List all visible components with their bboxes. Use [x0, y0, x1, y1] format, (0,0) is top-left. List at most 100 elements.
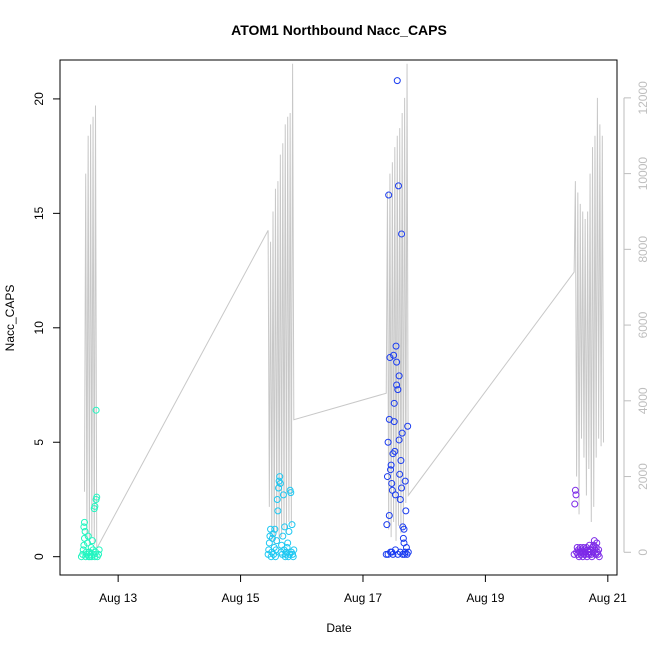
data-point: [281, 523, 289, 531]
data-point: [95, 546, 103, 554]
data-point: [390, 399, 398, 407]
data-point: [387, 466, 395, 474]
data-point: [391, 447, 399, 455]
y-right-tick-label: 12000: [636, 81, 650, 115]
y-left-tick-label: 15: [32, 206, 46, 220]
data-point: [384, 438, 392, 446]
data-point: [80, 518, 88, 526]
data-point: [271, 525, 279, 533]
x-tick-label: Aug 19: [466, 591, 504, 605]
data-point: [287, 489, 295, 497]
data-point: [393, 381, 401, 389]
y-axis-label: Nacc_CAPS: [3, 285, 17, 352]
data-point: [394, 182, 402, 190]
data-point: [395, 436, 403, 444]
data-point: [391, 491, 399, 499]
data-point: [80, 541, 88, 549]
data-point: [386, 354, 394, 362]
y-right-tick-label: 2000: [636, 463, 650, 490]
data-point: [572, 491, 580, 499]
data-point: [286, 550, 294, 558]
data-point: [385, 511, 393, 519]
data-point: [383, 521, 391, 529]
data-point: [593, 539, 601, 547]
data-point: [400, 525, 408, 533]
x-tick-label: Aug 17: [344, 591, 382, 605]
y-right-tick-label: 6000: [636, 311, 650, 338]
data-point: [387, 461, 395, 469]
x-tick-label: Aug 21: [589, 591, 627, 605]
data-point: [271, 553, 279, 561]
background-line-layer: [83, 63, 605, 549]
data-point: [84, 532, 92, 540]
data-point: [398, 429, 406, 437]
data-point: [290, 546, 298, 554]
data-point: [398, 484, 406, 492]
data-point: [283, 544, 291, 552]
x-tick-label: Aug 13: [99, 591, 137, 605]
data-point: [396, 495, 404, 503]
data-point: [390, 351, 398, 359]
data-point: [396, 470, 404, 478]
y-right-tick-label: 10000: [636, 157, 650, 191]
y-right-tick-label: 8000: [636, 236, 650, 263]
data-point: [401, 548, 409, 556]
y-left-tick-label: 5: [32, 439, 46, 446]
data-point: [91, 502, 99, 510]
data-point: [388, 479, 396, 487]
data-point: [273, 495, 281, 503]
data-point: [95, 550, 103, 558]
data-point: [595, 553, 603, 561]
data-point: [383, 473, 391, 481]
data-point: [588, 553, 596, 561]
data-point: [390, 418, 398, 426]
data-point: [269, 530, 277, 538]
data-point: [393, 358, 401, 366]
data-point: [92, 406, 100, 414]
data-point: [288, 521, 296, 529]
data-point: [595, 546, 603, 554]
data-point: [289, 553, 297, 561]
data-point: [279, 491, 287, 499]
series-3: [382, 77, 412, 558]
series-4: [570, 486, 603, 561]
data-point: [571, 500, 579, 508]
data-point: [393, 77, 401, 85]
data-point: [389, 450, 397, 458]
x-tick-label: Aug 15: [222, 591, 260, 605]
data-point: [285, 528, 293, 536]
data-point: [274, 507, 282, 515]
data-point: [395, 372, 403, 380]
data-point: [80, 523, 88, 531]
data-point: [276, 479, 284, 487]
data-point: [401, 477, 409, 485]
x-axis-label: Date: [326, 621, 352, 635]
y-left-tick-label: 10: [32, 321, 46, 335]
series-1: [77, 406, 103, 561]
series-2: [264, 473, 298, 561]
y-left-tick-label: 20: [32, 92, 46, 106]
y-axis-left: 0 5 10 15 20: [32, 92, 60, 560]
points-layer: [77, 77, 603, 561]
data-point: [276, 473, 284, 481]
data-point: [279, 532, 287, 540]
data-point: [91, 553, 99, 561]
data-point: [571, 486, 579, 494]
y-right-tick-label: 0: [636, 549, 650, 556]
data-point: [273, 537, 281, 545]
y-right-tick-label: 4000: [636, 387, 650, 414]
data-point: [385, 191, 393, 199]
data-point: [399, 534, 407, 542]
data-point: [93, 493, 101, 501]
data-point: [88, 537, 96, 545]
data-point: [402, 507, 410, 515]
data-point: [86, 553, 94, 561]
data-point: [270, 544, 278, 552]
data-point: [398, 230, 406, 238]
data-point: [392, 342, 400, 350]
plot-frame: [59, 59, 618, 576]
data-point: [275, 484, 283, 492]
y-left-tick-label: 0: [32, 553, 46, 560]
data-point: [394, 386, 402, 394]
